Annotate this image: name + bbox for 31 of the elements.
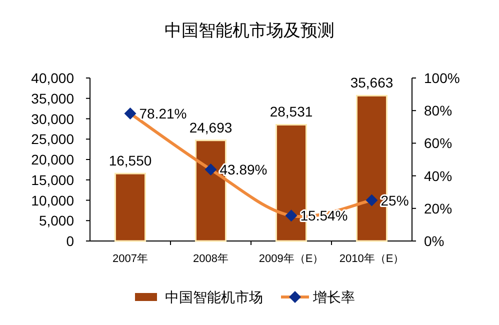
data-label: 28,531 xyxy=(270,104,313,120)
y2-tick-label: 80% xyxy=(424,102,452,119)
y-tick-label: 15,000 xyxy=(31,172,74,188)
x-tick-label: 2010年（E） xyxy=(339,253,404,265)
x-tick-label: 2009年（E） xyxy=(258,253,324,265)
legend-label: 中国智能机市场 xyxy=(165,289,263,305)
y2-tick-label: 0% xyxy=(424,233,444,249)
y-tick-label: 0 xyxy=(66,233,74,249)
chart-title: 中国智能机市场及预测 xyxy=(164,21,334,41)
y2-tick-label: 60% xyxy=(424,135,452,152)
y2-tick-label: 40% xyxy=(424,168,452,184)
x-tick-label: 2008年 xyxy=(193,253,228,265)
y-tick-label: 5,000 xyxy=(38,212,74,229)
data-label: 16,550 xyxy=(108,152,152,169)
y-tick-label: 35,000 xyxy=(31,90,74,106)
y-tick-label: 20,000 xyxy=(31,152,74,168)
y-tick-label: 40,000 xyxy=(31,70,74,86)
point xyxy=(124,108,136,120)
y-tick-label: 30,000 xyxy=(31,110,74,127)
data-label: 78.21% xyxy=(139,106,187,122)
point xyxy=(366,194,378,206)
y2-tick-label: 100% xyxy=(424,70,460,86)
y2-tick-label: 20% xyxy=(424,200,452,216)
data-label: 24,693 xyxy=(189,119,232,136)
data-label: 35,663 xyxy=(350,74,394,91)
x-tick-label: 2007年 xyxy=(112,253,148,265)
y-tick-label: 25,000 xyxy=(31,131,74,148)
legend-label: 增长率 xyxy=(312,289,355,305)
point xyxy=(285,210,298,222)
y-tick-label: 10,000 xyxy=(31,192,74,208)
point xyxy=(204,163,217,176)
